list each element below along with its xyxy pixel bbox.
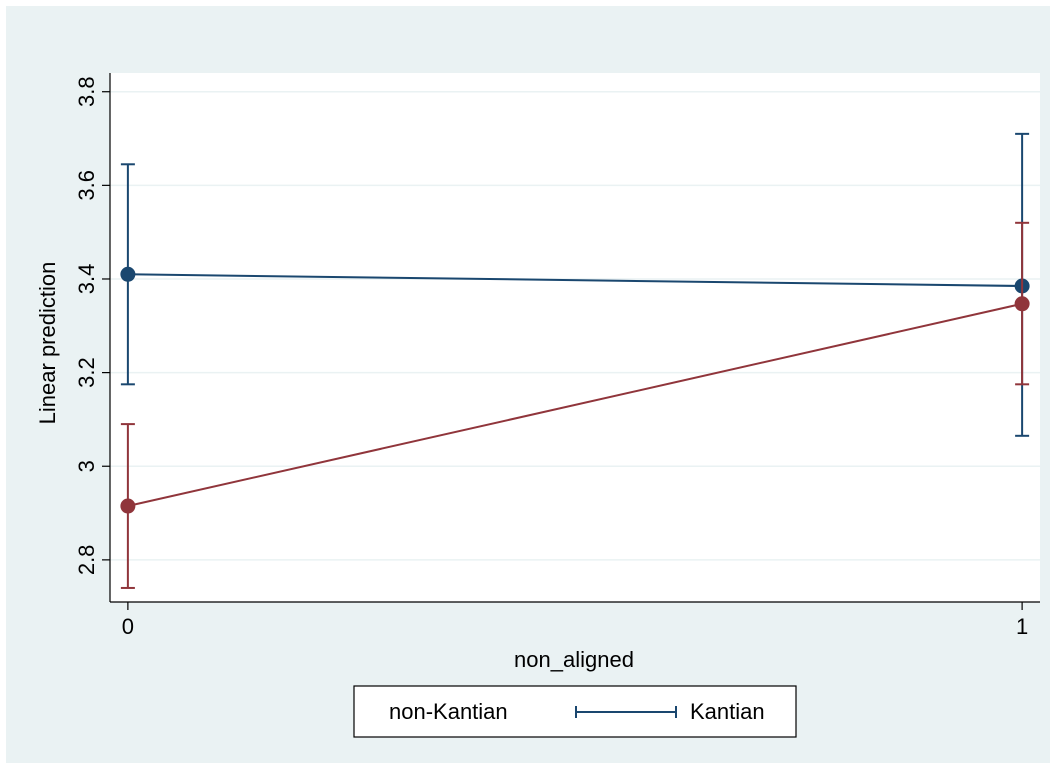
series-line-1 [127,302,1023,508]
x-axis-label: non_aligned [514,647,634,672]
y-tick-label-1: 3 [74,460,99,472]
legend-label-non-kantian: non-Kantian [389,699,508,724]
legend-label-kantian: Kantian [690,699,765,724]
series-1 [120,221,1030,589]
x-tick-label-0: 0 [122,614,134,639]
y-tick-label-0: 2.8 [74,545,99,576]
y-tick-label-4: 3.6 [74,170,99,201]
plot-area-background [110,73,1040,602]
series-marks [120,132,1030,589]
y-tick-label-5: 3.8 [74,76,99,107]
point-s1-p1 [1014,296,1030,312]
gridlines [110,90,1040,561]
y-axis-label: Linear prediction [35,262,60,425]
legend-key-kantian [575,706,677,718]
y-tick-label-2: 3.2 [74,357,99,388]
point-s1-p0 [120,498,136,514]
point-s0-p0 [120,266,136,282]
x-tick-label-1: 1 [1016,614,1028,639]
series-line-0 [127,273,1023,288]
legend: non-Kantian Kantian [353,685,797,738]
y-tick-label-3: 3.4 [74,264,99,295]
axes: 2.8 3 3.2 3.4 3.6 3.8 0 1 [74,73,1040,639]
